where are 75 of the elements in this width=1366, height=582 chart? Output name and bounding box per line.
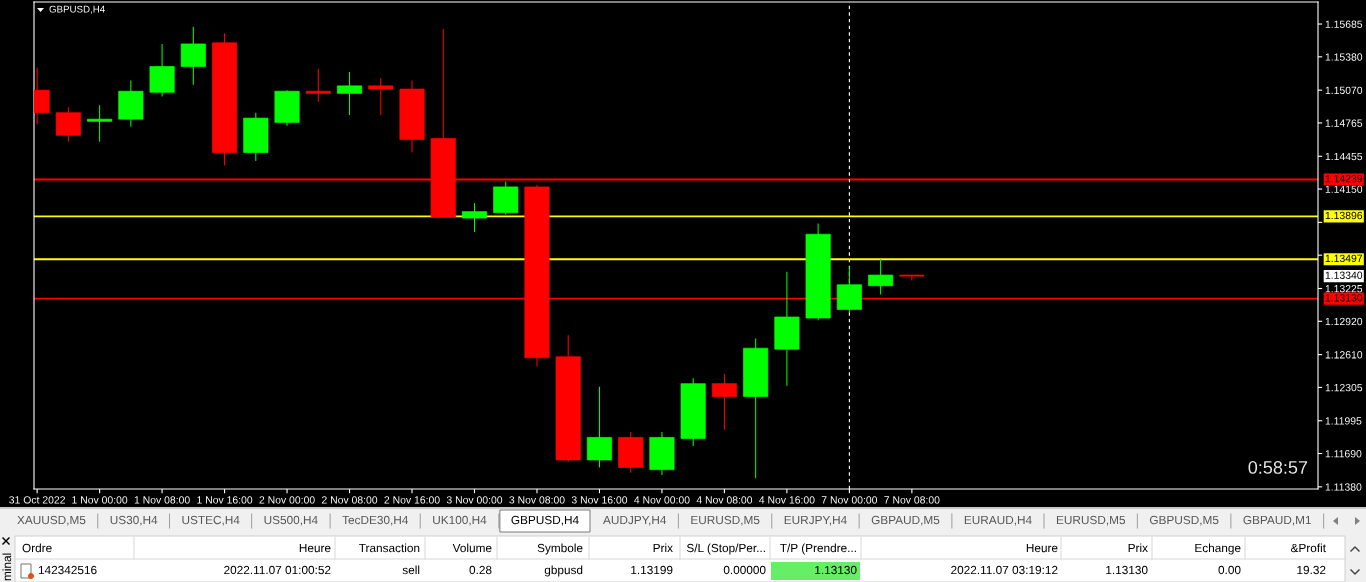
- ref-line-label: 1.13497: [1325, 254, 1363, 263]
- y-tick-label: 1.15070: [1325, 86, 1363, 95]
- y-tick-label: 1.12305: [1325, 383, 1363, 392]
- x-tick-label: 7 Nov 00:00: [821, 496, 878, 504]
- y-tick-label: 1.15380: [1325, 53, 1363, 61]
- text: EURAUD,H4: [964, 515, 1032, 526]
- text: 1.13130: [815, 565, 857, 575]
- x-tick-label: 1 Nov 16:00: [197, 496, 253, 504]
- y-tick-label: 1.11995: [1325, 417, 1362, 425]
- text: Heure: [299, 543, 331, 553]
- text: GBPAUD,M1: [1243, 515, 1311, 526]
- y-tick-label: 1.11380: [1325, 483, 1362, 491]
- text: Ordre: [22, 543, 52, 553]
- annotation: 0:58:57: [1248, 461, 1308, 474]
- x-tick-label: 1 Nov 00:00: [72, 496, 128, 504]
- x-tick-label: 3 Nov 00:00: [446, 496, 503, 504]
- x-tick-label: 7 Nov 08:00: [884, 496, 940, 504]
- text: Echange: [1195, 543, 1241, 555]
- text: minal: [2, 553, 12, 581]
- text: gbpusd: [544, 565, 583, 577]
- ref-line-label: 1.14239: [1325, 174, 1363, 183]
- x-tick-label: 4 Nov 16:00: [759, 496, 815, 504]
- text: EURUSD,M5: [691, 515, 760, 526]
- text: T/P (Prendre...: [780, 543, 856, 555]
- text: Prix: [1128, 543, 1148, 553]
- text: 0.00: [1218, 565, 1241, 575]
- text: 0.28: [469, 565, 492, 575]
- text: Volume: [452, 543, 492, 553]
- text: Heure: [1026, 543, 1058, 553]
- x-tick-label: 2 Nov 08:00: [321, 496, 378, 504]
- x-tick-label: 3 Nov 08:00: [509, 496, 565, 504]
- x-tick-label: 2 Nov 16:00: [384, 496, 440, 504]
- text: 19.32: [1297, 565, 1326, 575]
- text: Prix: [653, 543, 673, 553]
- x-tick-label: 3 Nov 16:00: [571, 496, 628, 504]
- ref-line-label: 1.13896: [1325, 211, 1363, 220]
- text: 2022.11.07 01:00:52: [224, 565, 331, 575]
- y-tick-label: 1.12610: [1325, 351, 1363, 359]
- text: Symbole: [537, 543, 583, 555]
- text: Transaction: [359, 543, 420, 553]
- x-tick-label: 4 Nov 08:00: [696, 496, 753, 504]
- y-tick-label: 1.15685: [1325, 20, 1363, 28]
- text: XAUUSD,M5: [17, 515, 86, 526]
- y-tick-label: 1.14150: [1325, 185, 1363, 193]
- y-tick-label: 1.12920: [1325, 317, 1363, 326]
- text: EURJPY,H4: [784, 515, 847, 526]
- y-tick-label: 1.14765: [1325, 119, 1363, 127]
- text: AUDJPY,H4: [603, 515, 667, 526]
- text: 0.00000: [723, 565, 766, 575]
- text: 1.13340: [1325, 271, 1363, 279]
- text: TecDE30,H4: [342, 515, 409, 526]
- text: US500,H4: [264, 515, 318, 526]
- text: GBPUSD,H4: [511, 515, 579, 526]
- text: UK100,H4: [433, 515, 487, 526]
- y-tick-label: 1.14455: [1325, 152, 1363, 161]
- text: USTEC,H4: [182, 515, 240, 526]
- ref-line-label: 1.13130: [1325, 294, 1363, 302]
- y-tick-label: 1.11690: [1325, 450, 1362, 458]
- text: US30,H4: [110, 515, 158, 526]
- x-tick-label: 4 Nov 00:00: [634, 496, 690, 504]
- text: 1.13130: [1106, 565, 1148, 575]
- text: sell: [402, 565, 420, 575]
- x-tick-label: 31 Oct 2022: [9, 496, 65, 504]
- y-tick-label: 1.13225: [1325, 285, 1363, 293]
- x-tick-label: 1 Nov 08:00: [134, 496, 190, 504]
- text: 142342516: [38, 565, 97, 575]
- text: 1.13199: [631, 565, 673, 575]
- text: EURUSD,M5: [1056, 515, 1126, 526]
- chart-title: GBPUSD,H4: [49, 5, 105, 14]
- text: &Profit: [1290, 543, 1326, 553]
- text: 2022.11.07 03:19:12: [951, 565, 1058, 575]
- text: GBPUSD,M5: [1149, 515, 1219, 526]
- text: GBPAUD,M5: [871, 515, 940, 526]
- text: S/L (Stop/Per...: [686, 543, 765, 555]
- x-tick-label: 2 Nov 00:00: [259, 496, 315, 504]
